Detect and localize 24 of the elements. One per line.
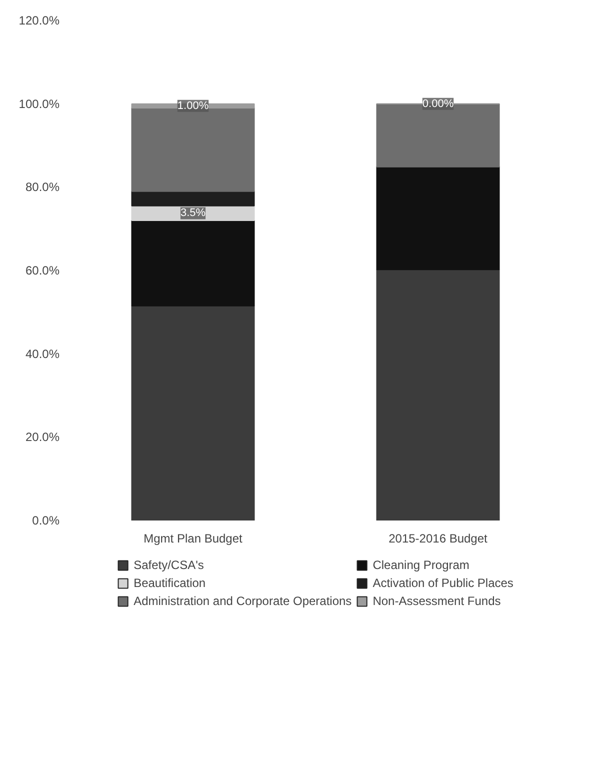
bar — [376, 269, 500, 520]
bar — [131, 190, 255, 206]
data-label: 3.5% — [180, 207, 206, 220]
y-tick-label: 20.0% — [25, 430, 60, 444]
y-tick-label: 0.0% — [32, 514, 60, 528]
y-tick-label: 80.0% — [25, 180, 60, 194]
legend-label: Beautification — [134, 576, 206, 590]
bar — [131, 220, 255, 306]
data-label: 0.00% — [422, 98, 454, 110]
x-tick-label: Mgmt Plan Budget — [144, 532, 244, 546]
bar — [376, 166, 500, 270]
y-tick-label: 120.0% — [18, 14, 60, 28]
bar — [131, 305, 255, 520]
data-label: 1.00% — [177, 100, 209, 112]
x-tick-label: 2015-2016 Budget — [388, 532, 488, 546]
legend-label: Safety/CSA's — [134, 558, 204, 572]
legend-label: Cleaning Program — [372, 558, 470, 572]
legend-label: Activation of Public Places — [372, 576, 514, 590]
y-tick-label: 100.0% — [18, 96, 60, 111]
legend-label: Non-Assessment Funds — [372, 594, 501, 608]
y-tick-label: 60.0% — [25, 264, 60, 278]
y-tick-label: 40.0% — [25, 346, 60, 361]
legend-label: Administration and Corporate Operations — [134, 594, 352, 608]
bar — [131, 108, 255, 192]
